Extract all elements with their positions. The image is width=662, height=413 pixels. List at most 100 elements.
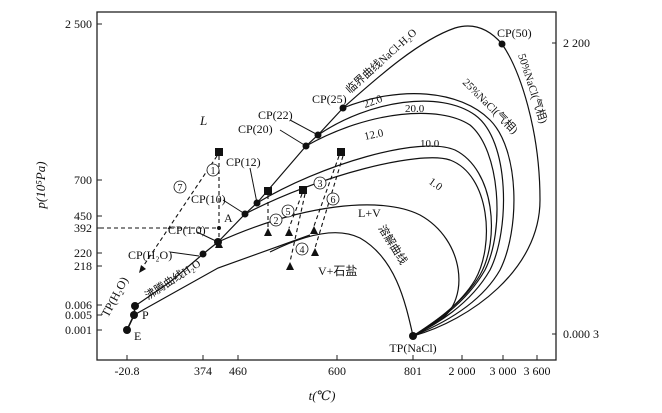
label-tpnacl: TP(NaCl) (389, 341, 436, 355)
plot-frame (96, 11, 557, 361)
leader-cph2o (169, 251, 200, 257)
triangle-path1-end (215, 240, 223, 248)
svg-text:2: 2 (274, 216, 279, 227)
y-tick-218: 218 (74, 259, 92, 273)
label-curve-25: 25%NaCl(气相) (460, 75, 522, 137)
region-vapor-halite: V+石盐 (318, 264, 357, 278)
label-curve-22: 22.0 (362, 93, 385, 111)
curve-20 (305, 112, 498, 337)
label-cp20: CP(20) (238, 122, 273, 136)
label-curve-20: 20.0 (405, 103, 425, 115)
triangle-path5-end (285, 228, 293, 236)
x-tick-801: 801 (404, 364, 422, 378)
point-cp12 (253, 199, 261, 207)
x-tick-3600: 3 600 (524, 364, 551, 378)
x-axis-label: t(℃) (309, 388, 336, 403)
curve-22 (317, 100, 505, 337)
label-solubility-curve: 溶解曲线 (375, 222, 410, 267)
three-phase-line (133, 234, 311, 316)
circled-number-1: 1 (206, 163, 220, 177)
svg-text:7: 7 (178, 183, 183, 194)
circled-number-3: 3 (313, 176, 327, 190)
svg-text:6: 6 (331, 195, 336, 206)
critical-curve (202, 25, 503, 255)
path-6-line (314, 155, 344, 249)
y-axis-label: p(10⁵Pa) (33, 161, 48, 209)
point-tpnacl (409, 332, 417, 340)
circled-number-7: 7 (173, 180, 187, 194)
path-3-line (313, 155, 340, 227)
label-curve-1: 1.0 (426, 176, 445, 194)
y-tick-0.006: 0.006 (65, 298, 92, 312)
y-tick-700: 700 (74, 173, 92, 187)
x-tick-374: 374 (194, 364, 212, 378)
triangle-path2-end (264, 228, 272, 236)
point-cp20 (302, 142, 310, 150)
x-axis-ticks (126, 355, 538, 360)
square-path45-start (299, 186, 307, 194)
y-tick-450: 450 (74, 209, 92, 223)
label-critical-curve: 临界曲线NaCl-H₂O (343, 25, 420, 96)
point-e (123, 326, 131, 334)
y-tick-2500: 2 500 (65, 17, 92, 31)
region-liquid: L (199, 113, 207, 128)
label-p: P (142, 308, 149, 322)
boiling-curve (134, 253, 204, 307)
circled-number-2: 2 (269, 213, 283, 227)
triangle-path6-end (311, 248, 319, 256)
point-cp25 (339, 104, 347, 112)
leader-cp10 (222, 199, 246, 215)
curve-50pct (412, 43, 541, 337)
solubility-curve (269, 232, 414, 337)
square-path1-start (215, 148, 223, 156)
x-tick-neg20.8: -20.8 (115, 364, 140, 378)
label-tph2o: TP(H₂O) (98, 274, 131, 319)
circled-number-4: 4 (295, 242, 309, 256)
x-tick-3000: 3 000 (490, 364, 517, 378)
label-a: A (224, 211, 233, 225)
x-tick-600: 600 (328, 364, 346, 378)
svg-text:4: 4 (300, 245, 305, 256)
square-path2-start (264, 187, 272, 195)
svg-text:3: 3 (318, 179, 323, 190)
label-curve-50: 50%NaCl(气相) (515, 52, 551, 126)
point-cp22 (314, 131, 322, 139)
y-tick-0.005: 0.005 (65, 308, 92, 322)
svg-text:5: 5 (286, 207, 291, 218)
y-tick-220: 220 (74, 246, 92, 260)
point-tph2o (131, 302, 139, 310)
label-cp10: CP(10) (191, 192, 226, 206)
path-5-line (288, 193, 303, 229)
label-boiling-curve: 沸腾曲线H₂O (142, 256, 203, 302)
label-cp25: CP(25) (312, 92, 347, 106)
point-p (130, 311, 138, 319)
label-curve-12: 12.0 (363, 127, 385, 143)
y-axis-left-ticks (97, 23, 102, 331)
y-tick-392: 392 (74, 221, 92, 235)
path-4-line (289, 193, 306, 263)
label-e: E (134, 329, 141, 343)
label-cp50: CP(50) (497, 26, 532, 40)
leader-cp20 (279, 129, 307, 147)
point-cph2o (199, 250, 207, 258)
leader-cp22 (289, 119, 319, 136)
point-cp50 (498, 40, 506, 48)
curve-25pct (342, 93, 515, 337)
point-cp10 (241, 210, 249, 218)
leader-cp12 (249, 167, 258, 204)
arrow-path7-end (139, 265, 146, 273)
region-liquid-vapor: L+V (358, 206, 381, 220)
curve-1 (217, 204, 460, 337)
y-right-tick-0.0003: 0.000 3 (563, 327, 599, 341)
label-cp12: CP(12) (226, 155, 261, 169)
path-7-line (141, 155, 218, 269)
svg-text:1: 1 (211, 166, 216, 177)
label-curve-10: 10.0 (420, 138, 440, 150)
triangle-path3-end (310, 226, 318, 234)
label-cp22: CP(22) (258, 108, 293, 122)
x-tick-2000: 2 000 (449, 364, 476, 378)
circled-number-6: 6 (326, 192, 340, 206)
circled-number-5: 5 (281, 204, 295, 218)
label-cp1: CP(1.0) (168, 223, 206, 237)
